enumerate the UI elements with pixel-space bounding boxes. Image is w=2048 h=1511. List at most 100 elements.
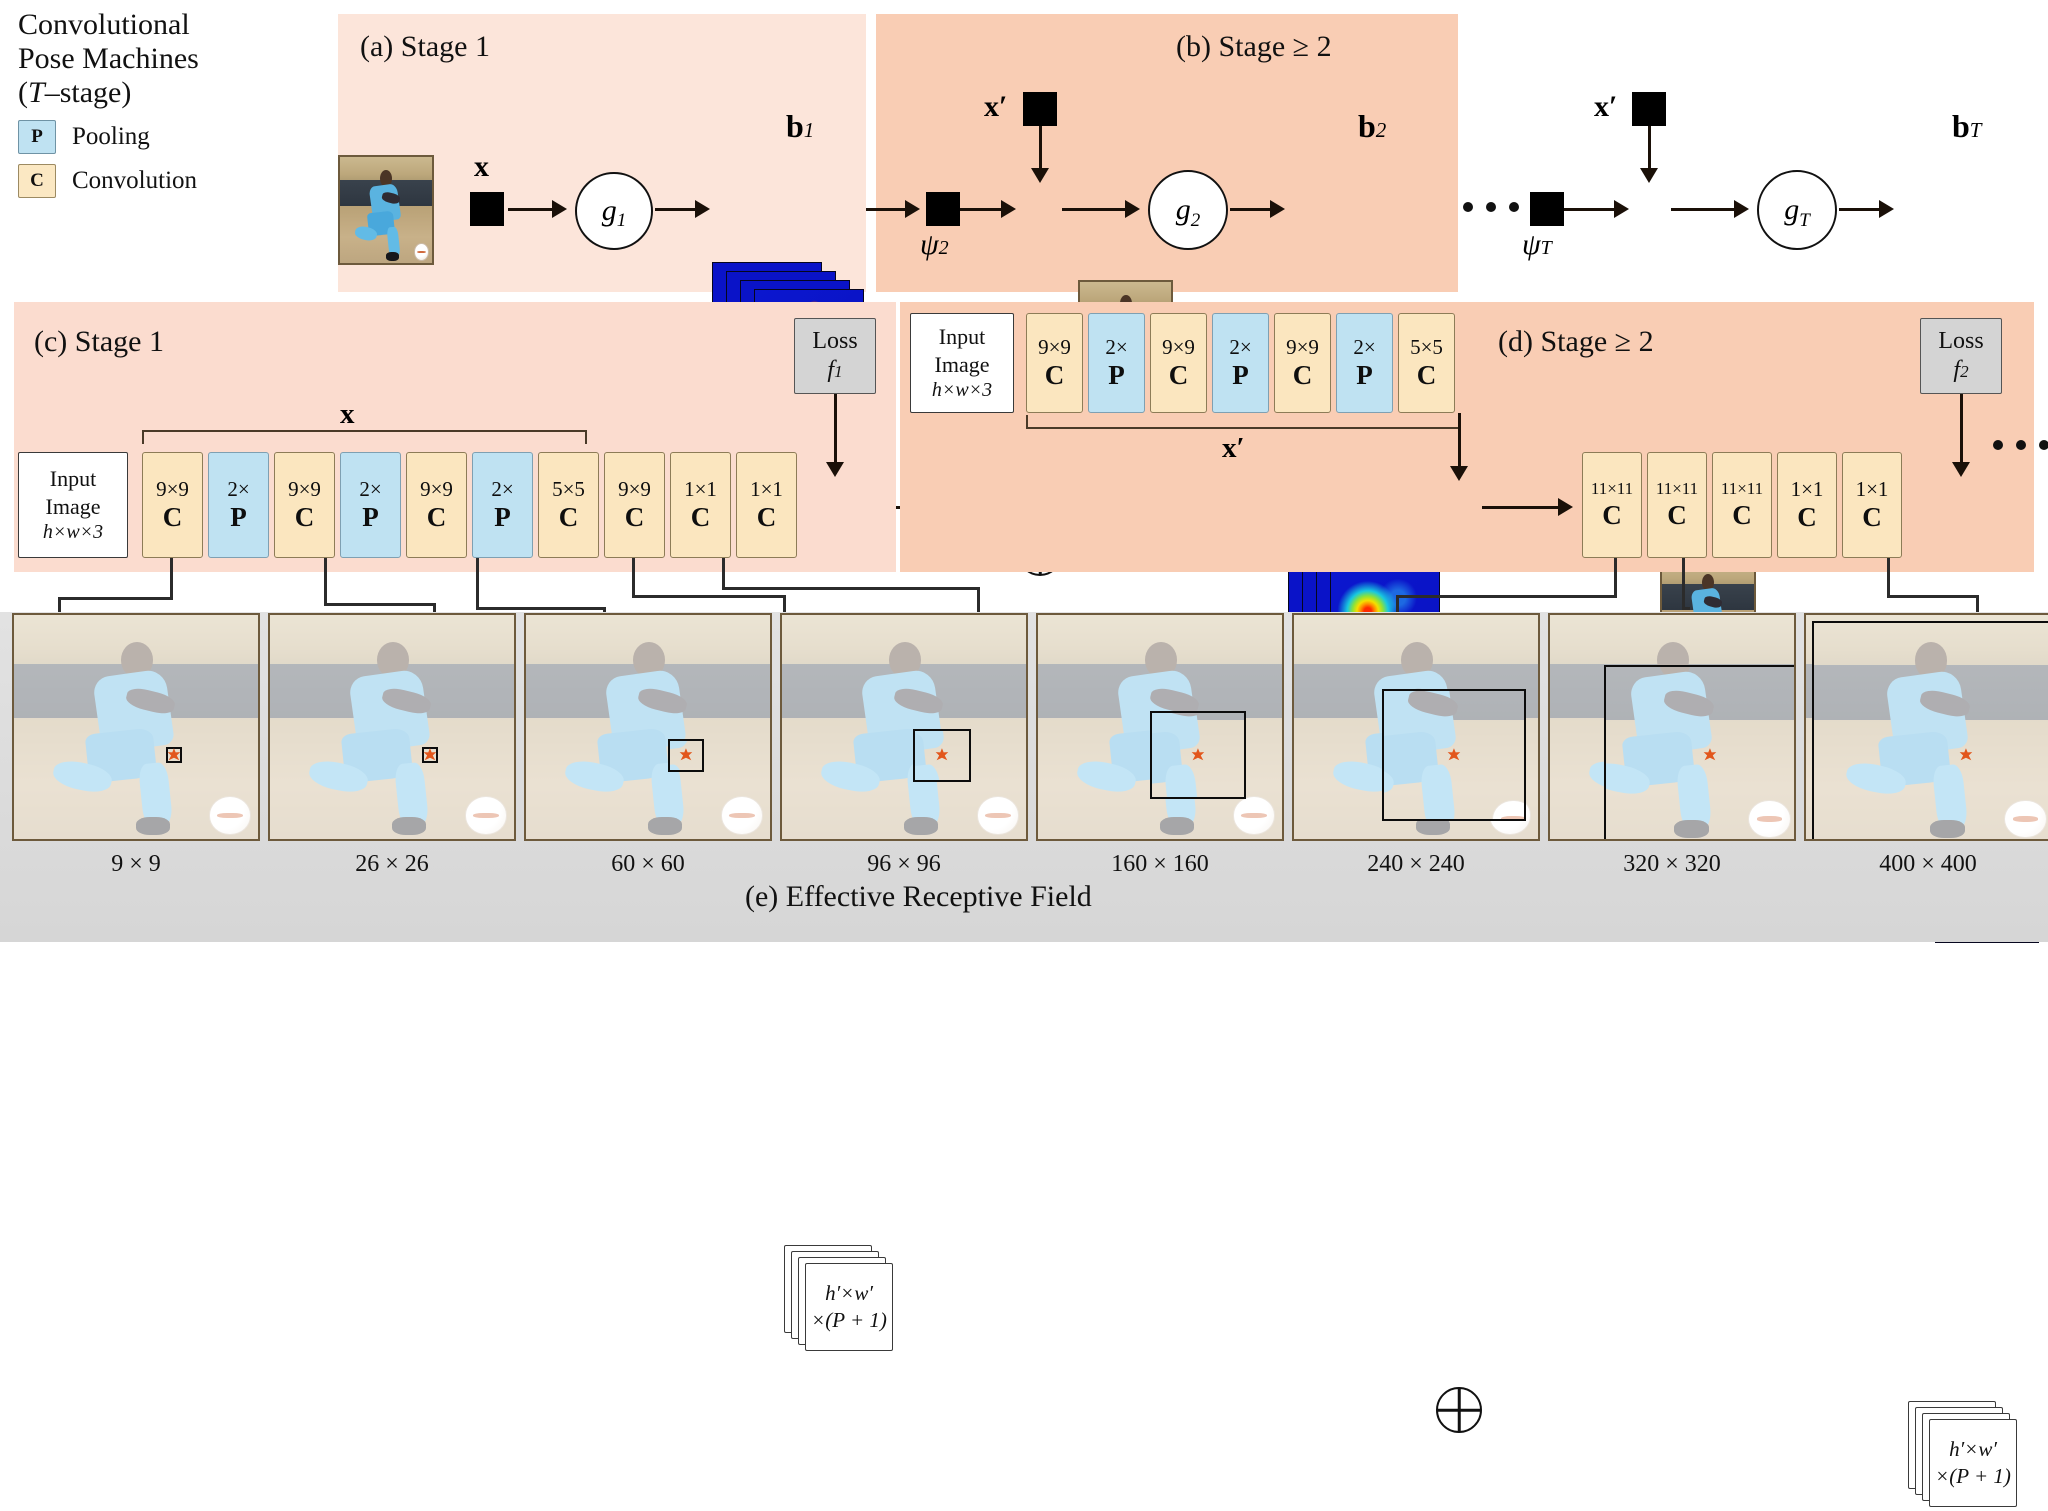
erf-wash-overlay-1 (14, 615, 258, 839)
panel-d-output-stack: h′×w′ ×(P + 1) (1908, 1401, 2020, 1511)
panel-c-x-brace (142, 430, 587, 446)
connector-v-3 (476, 558, 479, 610)
panel-c-input-line2: Image (45, 493, 101, 519)
connector-h-8 (1887, 595, 1979, 598)
legend-item-pooling: P Pooling (18, 120, 258, 154)
panel-d-output-line1: h′×w′ (1949, 1436, 1997, 1461)
panel-t-psiT-square (1530, 192, 1564, 226)
panel-c-layer-3-conv: 9×9 C (274, 452, 335, 558)
panel-d-head-layer-3-type: C (1732, 500, 1752, 531)
erf-receptive-field-box-7 (1604, 665, 1794, 839)
connector-h-2 (324, 603, 436, 606)
panel-d-loss-box: Loss f2 (1920, 318, 2002, 394)
panel-d-head-layer-4-kernel: 1×1 (1790, 477, 1824, 502)
panel-t-xprime-square (1632, 92, 1666, 126)
panel-d-enc-layer-6-kernel: 2× (1353, 335, 1376, 360)
panel-b-in-line (866, 208, 908, 211)
erf-thumbnail-5 (1036, 613, 1284, 841)
title-T-symbol: T (28, 76, 45, 109)
panel-d-enc-layer-1-conv: 9×9 C (1026, 313, 1083, 413)
panel-c-loss-arrow (826, 462, 844, 477)
panel-c-layer-4-type: P (362, 502, 379, 533)
panel-c-layer-8-conv: 9×9 C (604, 452, 665, 558)
title-line-3: (T–stage) (18, 76, 132, 109)
panel-d-caption: (d) Stage ≥ 2 (1498, 325, 1654, 358)
panel-t-line-2 (1671, 208, 1737, 211)
panel-d-enc-layer-3-conv: 9×9 C (1150, 313, 1207, 413)
panel-c-input-line1: Input (49, 466, 97, 491)
connector-drop-8 (1976, 595, 1979, 613)
panel-d-head-layer-1-conv: 11×11 C (1582, 452, 1642, 558)
panel-c-layer-3-kernel: 9×9 (288, 477, 321, 502)
erf-label-4: 96 × 96 (867, 851, 941, 877)
panel-a-caption: (a) Stage 1 (360, 30, 490, 63)
panel-c-layer-10-kernel: 1×1 (750, 477, 783, 502)
legend-conv-label: Convolution (72, 167, 198, 194)
panel-c-layer-7-kernel: 5×5 (552, 477, 585, 502)
panel-d-loss-symbol: f2 (1953, 357, 1969, 383)
panel-d-head-layer-1-kernel: 11×11 (1590, 479, 1634, 499)
panel-d-head-layer-2-conv: 11×11 C (1647, 452, 1707, 558)
panel-c-layer-6-kernel: 2× (491, 477, 514, 502)
erf-thumbnail-8 (1804, 613, 2048, 841)
panel-b-down-arrow (1031, 168, 1049, 183)
panel-d-enc-layer-2-kernel: 2× (1105, 335, 1128, 360)
erf-clear-region-7 (1606, 667, 1794, 839)
panel-d-enc-layer-1-type: C (1044, 360, 1065, 391)
panel-c-layer-2-pool: 2× P (208, 452, 269, 558)
erf-receptive-field-box-8 (1812, 621, 2048, 839)
connector-v-5 (722, 558, 725, 590)
panel-c-layer-8-type: C (624, 502, 645, 533)
panel-c-layer-9-type: C (690, 502, 711, 533)
panel-c-input-box: Input Image h×w×3 (18, 452, 128, 558)
panel-b-g-subscript: 2 (1190, 210, 1201, 231)
legend-item-convolution: C Convolution (18, 164, 258, 198)
erf-clear-region-6 (1383, 691, 1524, 820)
panel-d-enc-layer-2-type: P (1108, 360, 1125, 391)
panel-c-loss-box: Loss f1 (794, 318, 876, 394)
panel-t-down-arrow (1640, 168, 1658, 183)
erf-label-8: 400 × 400 (1879, 851, 1977, 877)
panel-a-x-label: x (474, 150, 489, 183)
panel-d-enc-layer-7-type: C (1416, 360, 1437, 391)
panel-c-layer-6-pool: 2× P (472, 452, 533, 558)
panel-d-input-box: Input Image h×w×3 (910, 313, 1014, 413)
panel-c-layer-10-conv: 1×1 C (736, 452, 797, 558)
panel-t-line-3 (1839, 208, 1881, 211)
panel-d-brace-label: x′ (1222, 432, 1245, 464)
erf-wash-overlay-2 (270, 615, 514, 839)
panel-b-line-3 (1062, 208, 1128, 211)
connector-v-1 (170, 558, 173, 600)
panel-c-layer-7-conv: 5×5 C (538, 452, 599, 558)
panel-d-enc-layer-5-conv: 9×9 C (1274, 313, 1331, 413)
panel-b-g-symbol: g (1175, 193, 1191, 226)
connector-drop-6 (1396, 595, 1399, 613)
stage-ellipsis (1463, 202, 1519, 212)
panel-d-head-layer-5-conv: 1×1 C (1842, 452, 1902, 558)
panel-d-head-layer-5-type: C (1862, 502, 1882, 533)
panel-d-enc-layer-1-kernel: 9×9 (1038, 335, 1071, 360)
panel-c-layer-6-type: P (494, 502, 511, 533)
panel-d-drop-arrow (1450, 466, 1468, 481)
connector-v-2 (324, 558, 327, 606)
panel-c-layer-5-kernel: 9×9 (420, 477, 453, 502)
panel-t-arrow-2 (1734, 200, 1749, 218)
panel-a-g-symbol: g (601, 194, 617, 227)
panel-b-in-arrow (905, 200, 920, 218)
panel-b-psi2-label: ψ2 (920, 228, 949, 261)
legend-pool-glyph: P (18, 120, 56, 154)
panel-b-xprime-square (1023, 92, 1057, 126)
panel-d-input-line3: h×w×3 (931, 379, 993, 401)
panel-t-bT-label: bT (1952, 108, 1982, 144)
panel-a-arrow-head-1 (552, 200, 567, 218)
panel-c-loss-title: Loss (812, 328, 858, 355)
connector-drop-5 (977, 587, 980, 613)
panel-d-oplus (1436, 1387, 1482, 1433)
panel-d-head-layer-3-kernel: 11×11 (1720, 479, 1764, 499)
panel-d-head-layer-4-type: C (1797, 502, 1817, 533)
erf-label-2: 26 × 26 (355, 851, 429, 877)
panel-d-head-layer-1-type: C (1602, 500, 1622, 531)
panel-d-enc-layer-4-kernel: 2× (1229, 335, 1252, 360)
